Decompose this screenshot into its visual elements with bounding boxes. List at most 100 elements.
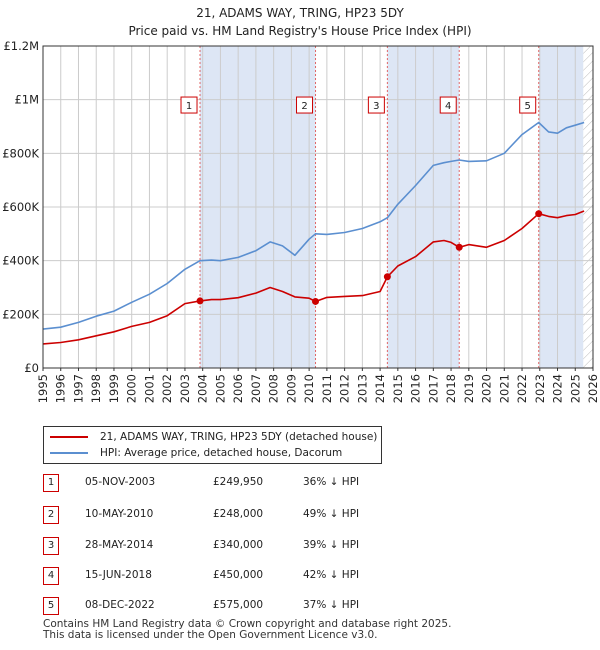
sale-marker-label: 5: [525, 101, 531, 112]
y-tick-label: £1.2M: [3, 39, 39, 53]
sale-marker-box: [439, 96, 457, 114]
x-tick-label: 2003: [178, 374, 192, 403]
x-tick-label: 2008: [267, 374, 281, 403]
x-tick-label: 2001: [142, 374, 156, 403]
y-tick-label: £400K: [2, 254, 39, 268]
transaction-row: 1 05-NOV-2003 £249,950 36% ↓ HPI: [43, 474, 403, 492]
transaction-number: 4: [43, 567, 59, 585]
plot-frame: [42, 45, 594, 369]
transaction-number: 5: [43, 597, 59, 615]
legend: 21, ADAMS WAY, TRING, HP23 5DY (detached…: [43, 426, 382, 464]
transaction-date: 10-MAY-2010: [85, 508, 154, 520]
transaction-date: 15-JUN-2018: [85, 569, 152, 581]
sale-point: [312, 297, 320, 305]
chart-title-line1: 21, ADAMS WAY, TRING, HP23 5DY: [196, 6, 404, 20]
sale-marker-label: 1: [186, 101, 192, 112]
x-tick-label: 2018: [444, 374, 458, 403]
sale-points: [196, 210, 543, 305]
y-tick-label: £1M: [14, 93, 39, 107]
x-tick-label: 2024: [551, 374, 565, 403]
transaction-date: 08-DEC-2022: [85, 599, 155, 611]
transaction-price: £450,000: [213, 569, 264, 581]
x-tick-label: 1995: [36, 374, 50, 403]
sale-marker-label: 3: [373, 101, 379, 112]
property-line: [42, 210, 585, 345]
transaction-price: £575,000: [213, 599, 264, 611]
sale-marker-box: [180, 96, 198, 114]
x-tick-label: 2021: [497, 374, 511, 403]
sale-marker-label: 2: [301, 101, 307, 112]
series-lines: [42, 121, 585, 345]
transaction-date: 05-NOV-2003: [85, 476, 156, 488]
chart-title: 21, ADAMS WAY, TRING, HP23 5DY Price pai…: [0, 4, 600, 40]
price-chart: 1 2 3 4 5 £0 £200K £400K £600K £800K £1M £1.2M 1995…: [2, 39, 600, 403]
sale-point: [383, 273, 391, 281]
sale-marker-label: 4: [445, 101, 451, 112]
transaction-price: £249,950: [213, 476, 264, 488]
x-tick-label: 2023: [533, 374, 547, 403]
legend-swatch-hpi: [50, 452, 88, 454]
y-tick-label: £0: [24, 361, 39, 375]
sale-marker-box: [519, 96, 537, 114]
legend-item-hpi: HPI: Average price, detached house, Daco…: [50, 445, 342, 461]
transaction-number: 2: [43, 506, 59, 524]
x-tick-label: 2017: [426, 374, 440, 403]
x-tick-label: 2011: [320, 374, 334, 403]
x-tick-label: 2009: [284, 374, 298, 403]
transaction-row: 4 15-JUN-2018 £450,000 42% ↓ HPI: [43, 567, 403, 585]
x-tick-label: 2026: [586, 374, 600, 403]
hpi-line: [42, 121, 585, 330]
chart-title-line2: Price paid vs. HM Land Registry's House …: [128, 24, 472, 38]
x-tick-label: 1999: [107, 374, 121, 403]
transaction-row: 2 10-MAY-2010 £248,000 49% ↓ HPI: [43, 506, 403, 524]
transaction-hpi: 37% ↓ HPI: [303, 599, 360, 611]
x-tick-label: 2012: [338, 374, 352, 403]
sale-marker-box: [367, 96, 385, 114]
legend-label-property: 21, ADAMS WAY, TRING, HP23 5DY (detached…: [100, 431, 378, 443]
x-tick-label: 2016: [409, 374, 423, 403]
x-tick-label: 2006: [231, 374, 245, 403]
sale-point: [196, 297, 204, 305]
transaction-number: 3: [43, 537, 59, 555]
footer: Contains HM Land Registry data © Crown c…: [43, 619, 451, 641]
y-tick-label: £600K: [2, 200, 39, 214]
transaction-hpi: 42% ↓ HPI: [303, 569, 360, 581]
transaction-hpi: 36% ↓ HPI: [303, 476, 360, 488]
sale-point: [455, 243, 463, 251]
x-tick-label: 2005: [213, 374, 227, 403]
y-tick-label: £200K: [2, 307, 39, 321]
x-tick-label: 2007: [249, 374, 263, 403]
legend-swatch-property: [50, 436, 88, 438]
footer-line1: Contains HM Land Registry data © Crown c…: [43, 618, 452, 630]
x-tick-label: 2002: [160, 374, 174, 403]
x-tick-label: 2010: [302, 374, 316, 403]
footer-line2: This data is licensed under the Open Gov…: [43, 629, 378, 641]
transaction-date: 28-MAY-2014: [85, 539, 154, 551]
x-tick-label: 1997: [71, 374, 85, 403]
x-tick-label: 2000: [125, 374, 139, 403]
transaction-row: 5 08-DEC-2022 £575,000 37% ↓ HPI: [43, 597, 403, 615]
x-tick-label: 1998: [89, 374, 103, 403]
transaction-price: £248,000: [213, 508, 264, 520]
legend-label-hpi: HPI: Average price, detached house, Daco…: [100, 447, 343, 459]
x-tick-label: 2015: [391, 374, 405, 403]
grid-lines: [42, 45, 594, 369]
legend-item-property: 21, ADAMS WAY, TRING, HP23 5DY (detached…: [50, 429, 377, 445]
x-tick-label: 2019: [462, 374, 476, 403]
sale-point: [535, 210, 543, 218]
sale-vertical-lines: [199, 46, 540, 368]
transaction-hpi: 49% ↓ HPI: [303, 508, 360, 520]
x-tick-label: 2025: [568, 374, 582, 403]
transaction-number: 1: [43, 474, 59, 492]
x-tick-label: 2022: [515, 374, 529, 403]
x-tick-label: 1996: [54, 374, 68, 403]
x-tick-label: 2004: [196, 374, 210, 403]
sale-marker-box: [296, 96, 314, 114]
x-tick-label: 2014: [373, 374, 387, 403]
transaction-row: 3 28-MAY-2014 £340,000 39% ↓ HPI: [43, 537, 403, 555]
x-tick-label: 2020: [480, 374, 494, 403]
transaction-price: £340,000: [213, 539, 264, 551]
y-tick-label: £800K: [2, 146, 39, 160]
transaction-hpi: 39% ↓ HPI: [303, 539, 360, 551]
